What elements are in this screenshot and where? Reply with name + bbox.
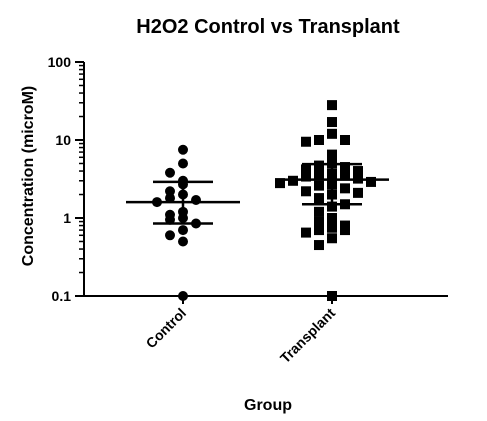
data-point-circle: [165, 214, 175, 225]
series-transplant: [275, 100, 376, 301]
error-bar-control: [126, 180, 240, 225]
x-tick-label: Transplant: [277, 305, 339, 367]
data-point-square: [314, 135, 324, 145]
data-point-circle: [165, 193, 175, 204]
data-point-square: [340, 162, 350, 173]
data-point-square: [314, 160, 324, 171]
data-point-circle: [178, 291, 188, 301]
data-point-square: [327, 149, 337, 160]
x-axis-label: Group: [244, 397, 292, 414]
y-axis-label: Concentration (microM): [20, 86, 37, 266]
data-point-square: [340, 183, 350, 194]
data-point-square: [327, 222, 337, 233]
x-tick-label: Control: [143, 305, 190, 352]
data-point-square: [314, 240, 324, 251]
data-point-circle: [178, 236, 188, 247]
data-point-square: [301, 227, 311, 238]
data-point-circle: [165, 167, 175, 178]
data-point-circle: [178, 144, 188, 155]
chart-title: H2O2 Control vs Transplant: [136, 16, 400, 38]
data-point-square: [327, 291, 337, 301]
data-point-square: [327, 117, 337, 128]
data-point-square: [275, 178, 285, 189]
data-point-square: [353, 166, 363, 177]
x-ticks: Control Transplant: [143, 296, 339, 367]
data-point-circle: [178, 158, 188, 169]
data-point-square: [327, 233, 337, 244]
y-ticks: 0.1 1 10 100: [48, 54, 84, 304]
plot-area: [126, 100, 389, 301]
data-point-square: [301, 164, 311, 175]
y-tick-label: 1: [63, 210, 71, 226]
y-axis: 0.1 1 10 100: [48, 54, 85, 304]
data-point-square: [301, 136, 311, 147]
y-tick-label: 10: [55, 132, 71, 148]
data-point-square: [314, 169, 324, 180]
data-point-square: [327, 201, 337, 212]
data-point-square: [327, 100, 337, 111]
y-tick-label: 100: [48, 54, 72, 70]
y-tick-label: 0.1: [52, 288, 72, 304]
data-point-square: [366, 176, 376, 187]
data-point-square: [327, 128, 337, 139]
data-point-square: [301, 171, 311, 182]
x-axis: Control Transplant: [84, 295, 448, 367]
data-point-square: [327, 213, 337, 223]
data-point-square: [314, 206, 324, 217]
error-bar-transplant: [275, 162, 389, 206]
data-point-circle: [178, 225, 188, 236]
data-point-square: [340, 170, 350, 181]
data-point-square: [314, 225, 324, 236]
data-point-circle: [165, 230, 175, 241]
data-point-square: [314, 180, 324, 191]
data-point-square: [340, 225, 350, 236]
data-point-square: [301, 186, 311, 197]
data-point-square: [314, 193, 324, 204]
data-point-square: [340, 135, 350, 145]
data-point-circle: [191, 195, 201, 206]
data-point-square: [353, 187, 363, 198]
data-point-square: [314, 216, 324, 227]
